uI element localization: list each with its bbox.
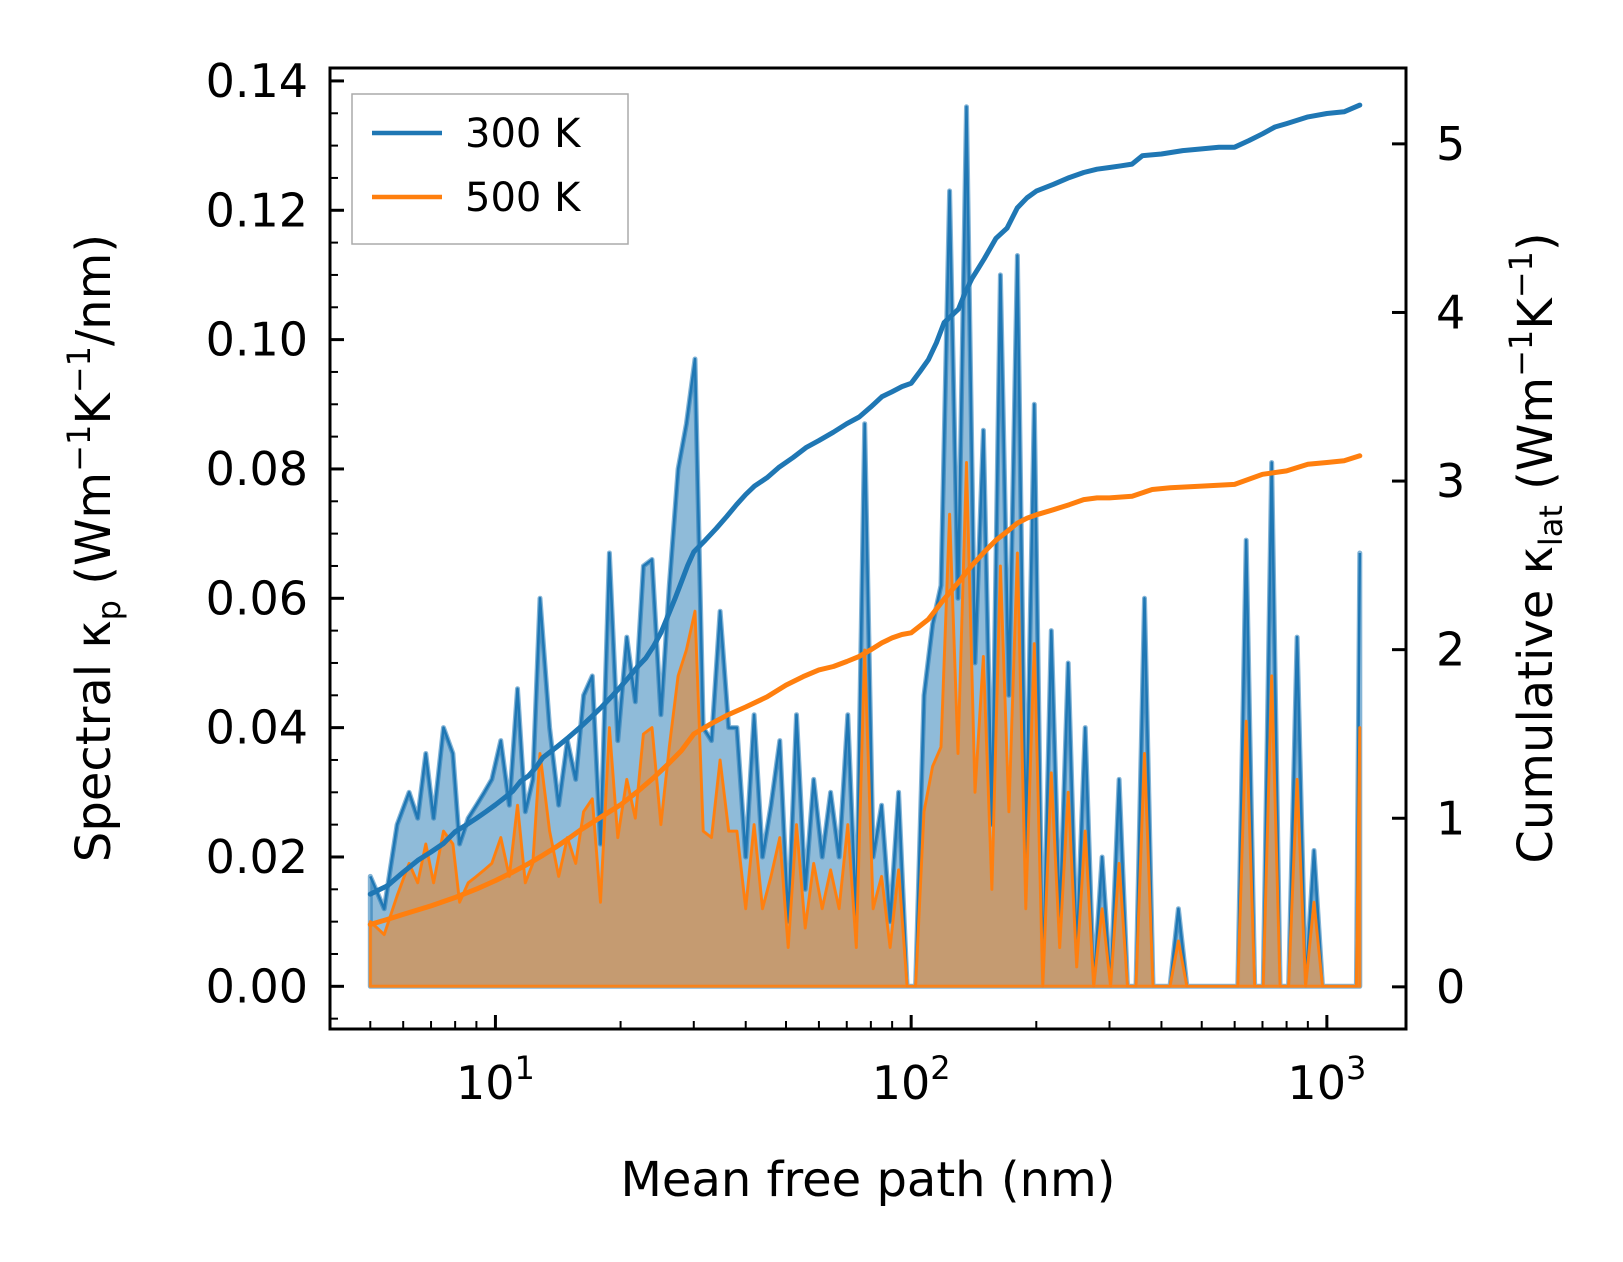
y-right-tick-label: 4 (1436, 285, 1465, 339)
x-tick-label: 103 (1287, 1049, 1366, 1110)
legend-label-500k: 500 K (465, 175, 582, 221)
y-left-tick-label: 0.00 (206, 959, 308, 1013)
cumulative-line-300k (367, 102, 1363, 897)
legend-box (351, 93, 629, 245)
y-left-title-sup1: −1 (60, 425, 98, 472)
y-right-tick-label: 3 (1436, 454, 1465, 508)
y-left-tick-label: 0.12 (206, 183, 308, 237)
y-right-tick-label: 0 (1436, 960, 1465, 1014)
y-left-title-mid: K (66, 392, 122, 425)
y-axis-left: 0.00 0.02 0.04 0.06 0.08 0.10 0.12 0.14 (206, 54, 344, 1020)
y-left-tick-label: 0.10 (206, 313, 308, 367)
y-right-tick-label: 5 (1436, 117, 1465, 171)
y-left-title-rest: (Wm (66, 472, 122, 600)
y-left-tick-label: 0.14 (206, 54, 308, 108)
y-right-title-sup2: −1 (1502, 251, 1540, 298)
y-right-title-sup1: −1 (1502, 330, 1540, 377)
series-lines (367, 102, 1363, 927)
y-right-tick-label: 1 (1436, 791, 1465, 845)
x-axis: 101 102 103 (329, 1015, 1366, 1110)
y-left-title-end: /nm) (66, 234, 122, 346)
y-right-title-end: ) (1508, 232, 1564, 251)
y-left-tick-label: 0.08 (206, 442, 308, 496)
x-tick-label: 101 (456, 1049, 535, 1110)
y-axis-left-title: Spectral κp (Wm−1K−1/nm) (60, 234, 128, 862)
y-axis-right: 0 1 2 3 4 5 (1392, 117, 1465, 1014)
y-right-title-sub: lat (1532, 505, 1570, 546)
y-right-title-main: Cumulative κ (1508, 546, 1564, 864)
y-axis-right-title: Cumulative κlat (Wm−1K−1) (1502, 232, 1570, 863)
plot-frame (328, 66, 1408, 1031)
x-axis-title: Mean free path (nm) (621, 1152, 1116, 1208)
legend-label-300k: 300 K (465, 111, 582, 157)
y-left-title-sub: p (90, 600, 128, 620)
y-left-tick-label: 0.02 (206, 830, 308, 884)
y-right-tick-label: 2 (1436, 623, 1465, 677)
cumulative-line-500k (367, 453, 1363, 927)
series-fills (367, 104, 1363, 989)
x-tick-label: 102 (872, 1049, 951, 1110)
y-right-title-rest: (Wm (1508, 377, 1564, 505)
legend: 300 K 500 K (351, 93, 629, 245)
y-right-title-mid: K (1508, 297, 1564, 330)
plot-area (367, 102, 1363, 989)
spectral-line-500k (369, 461, 1361, 988)
y-left-title-main: Spectral κ (66, 620, 122, 862)
y-left-tick-label: 0.06 (206, 571, 308, 625)
y-left-tick-label: 0.04 (206, 701, 308, 755)
y-left-title-sup2: −1 (60, 346, 98, 393)
